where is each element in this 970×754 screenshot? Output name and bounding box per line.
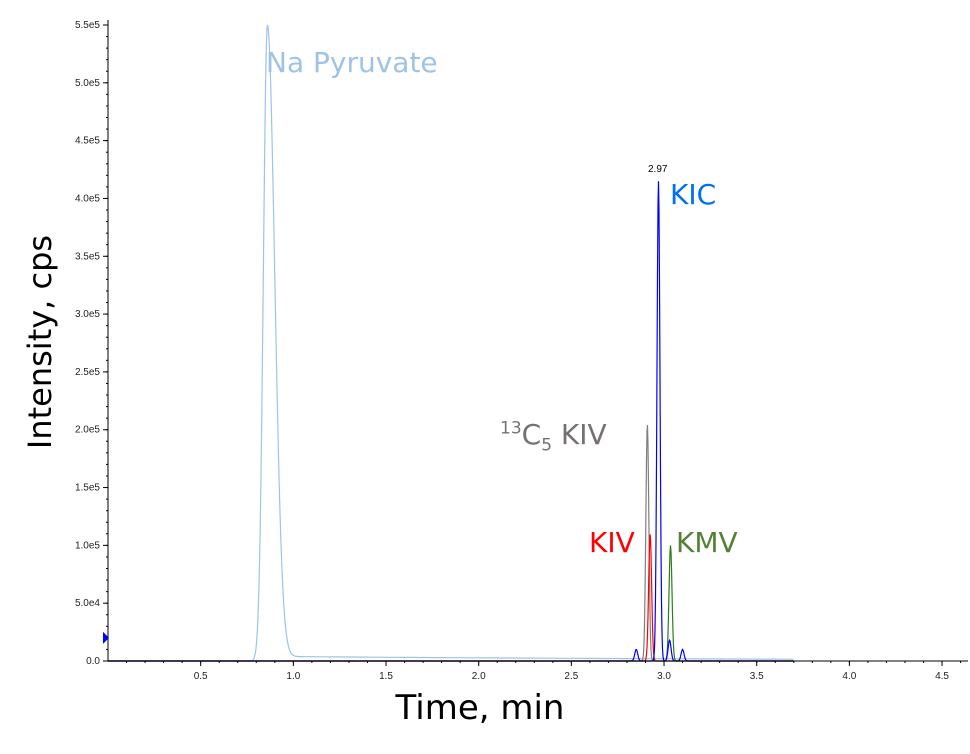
x-tick-label: 0.5 — [194, 671, 208, 682]
y-tick-label: 1.5e5 — [75, 483, 100, 494]
annotation-na-pyruvate: Na Pyruvate — [266, 46, 438, 79]
annotation-kmv: KMV — [676, 526, 738, 559]
y-tick-label: 5.0e4 — [75, 598, 100, 609]
trace-na-pyruvate — [108, 24, 794, 662]
y-tick-label: 4.5e5 — [75, 136, 100, 147]
x-tick-label: 3.5 — [750, 671, 764, 682]
y-axis-label: Intensity, cps — [21, 234, 59, 450]
x-tick-label: 1.5 — [379, 671, 393, 682]
isotope-subscript: 5 — [541, 435, 553, 456]
y-tick-label: 2.0e5 — [75, 425, 100, 436]
annotation-kic: KIC — [670, 178, 717, 211]
y-tick-label: 4.0e5 — [75, 193, 100, 204]
x-tick-label: 2.5 — [564, 671, 578, 682]
x-tick-label: 1.0 — [286, 671, 300, 682]
y-tick-label: 5.0e5 — [75, 78, 100, 89]
x-tick-label: 4.5 — [935, 671, 949, 682]
x-tick-label: 2.0 — [472, 671, 486, 682]
y-tick-label: 3.5e5 — [75, 251, 100, 262]
x-tick-label: 4.0 — [842, 671, 856, 682]
trace-kmv — [108, 545, 794, 662]
threshold-marker-icon — [103, 631, 109, 644]
y-tick-label: 3.0e5 — [75, 309, 100, 320]
x-tick-label: 3.0 — [657, 671, 671, 682]
trace-kic — [108, 181, 794, 662]
annotation-kiv: KIV — [589, 526, 635, 559]
y-tick-label: 5.5e5 — [75, 20, 100, 31]
isotope-superscript: 13 — [500, 418, 522, 439]
y-tick-label: 1.0e5 — [75, 540, 100, 551]
y-tick-label: 2.5e5 — [75, 367, 100, 378]
annotation-13c5-kiv: 13C5 KIV — [500, 418, 607, 456]
peak-rt-label: 2.97 — [648, 164, 668, 175]
compound-name: KIV — [552, 418, 607, 451]
element-symbol: C — [521, 418, 542, 451]
y-tick-label: 0.0 — [86, 656, 100, 667]
x-axis-label: Time, min — [395, 688, 565, 728]
